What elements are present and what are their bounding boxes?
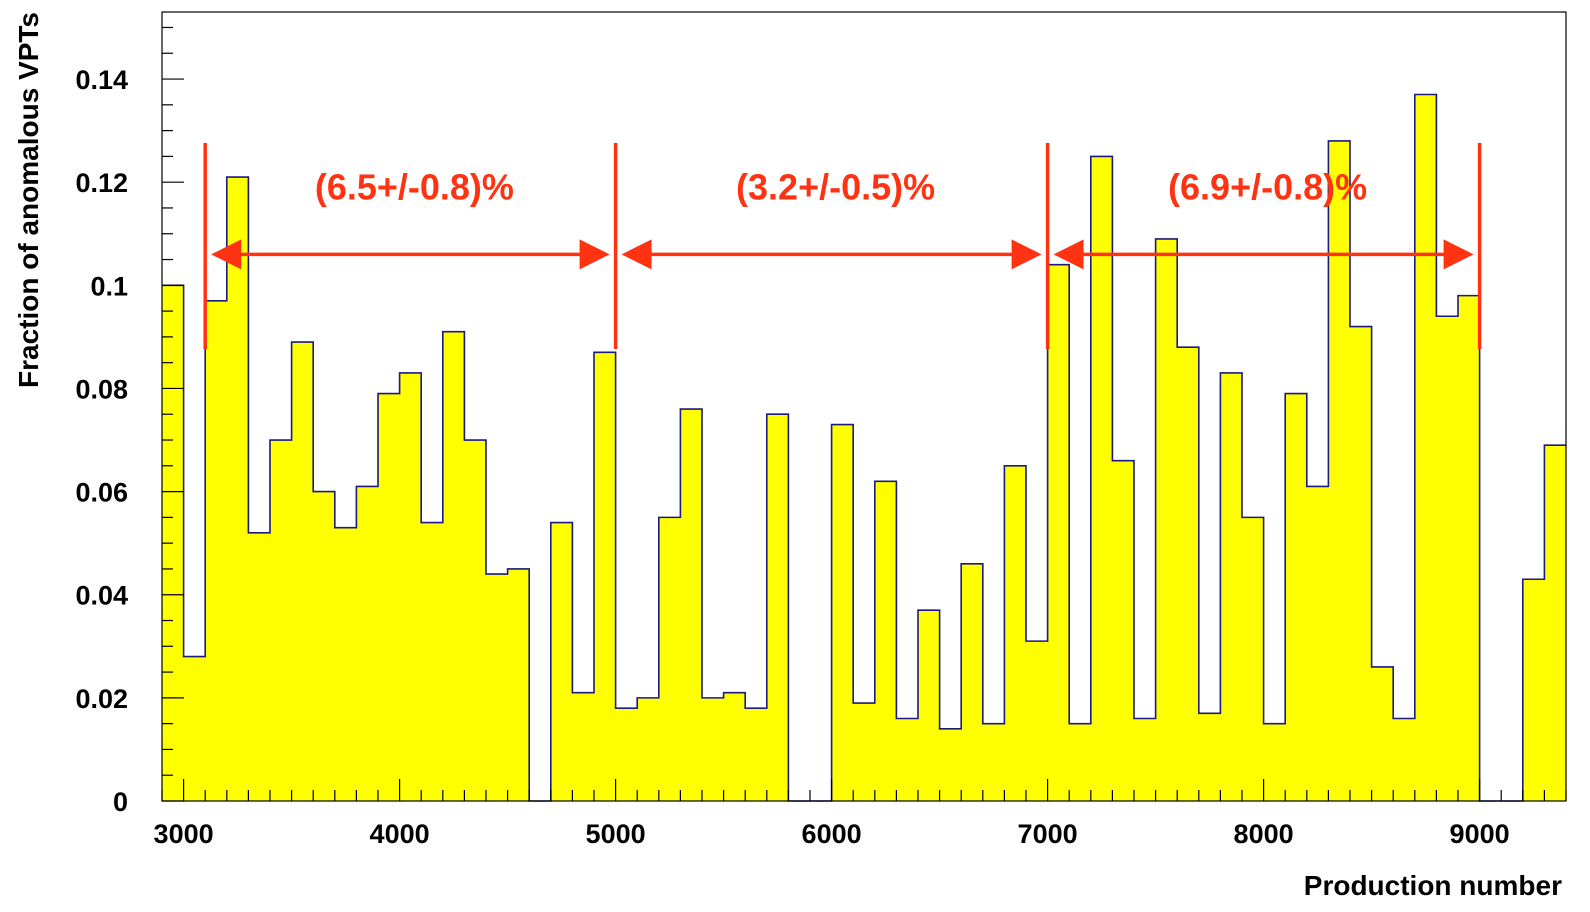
histogram-bar bbox=[658, 517, 681, 801]
y-tick-label: 0.08 bbox=[75, 374, 128, 404]
histogram-bar bbox=[1328, 140, 1351, 801]
histogram-bar bbox=[270, 440, 293, 801]
y-axis: 0 0.02 0.04 0.06 0.08 0.1 0.12 0.14 bbox=[75, 26, 184, 817]
histogram-bar bbox=[1522, 579, 1545, 801]
histogram-bar bbox=[507, 568, 530, 801]
histogram-bar bbox=[615, 708, 638, 801]
annotation-layer: (6.5+/-0.8)% (3.2+/-0.5)% (6.9+/-0.8)% bbox=[203, 143, 1482, 349]
histogram-bar bbox=[874, 481, 897, 801]
histogram-bar bbox=[939, 728, 962, 801]
range-arrow bbox=[621, 239, 1042, 270]
plot-frame bbox=[161, 11, 1567, 802]
y-tick-label: 0.12 bbox=[75, 168, 128, 198]
histogram-bar bbox=[637, 697, 660, 801]
bars-layer bbox=[162, 94, 1567, 802]
x-axis: 3000 4000 5000 6000 7000 8000 9000 bbox=[154, 779, 1567, 849]
histogram-bar bbox=[1004, 465, 1027, 801]
histogram-bar bbox=[745, 708, 768, 801]
histogram-bar bbox=[831, 424, 854, 801]
histogram-bar bbox=[356, 486, 379, 801]
histogram-bar bbox=[1306, 486, 1329, 801]
histogram-bar bbox=[1177, 347, 1200, 801]
histogram-bar bbox=[1263, 723, 1286, 801]
range-percentage-label: (3.2+/-0.5)% bbox=[736, 166, 935, 207]
histogram-bar bbox=[1285, 393, 1308, 801]
x-tick-label: 4000 bbox=[370, 819, 430, 849]
histogram-bar bbox=[1436, 316, 1459, 801]
histogram-bar bbox=[486, 574, 509, 801]
histogram-bar bbox=[1458, 295, 1481, 801]
histogram-bar bbox=[1414, 94, 1437, 801]
histogram-bar bbox=[313, 491, 336, 801]
x-tick-label: 8000 bbox=[1234, 819, 1294, 849]
x-tick-label: 7000 bbox=[1018, 819, 1078, 849]
histogram-bar bbox=[1393, 718, 1416, 801]
histogram-bar bbox=[594, 352, 617, 801]
histogram-bar bbox=[442, 331, 465, 801]
histogram-bar bbox=[1026, 641, 1049, 801]
histogram-bar bbox=[982, 723, 1005, 801]
histogram-bar bbox=[572, 692, 595, 801]
range-percentage-label: (6.9+/-0.8)% bbox=[1168, 166, 1367, 207]
histogram-bar bbox=[226, 177, 249, 802]
y-tick-label: 0.04 bbox=[75, 581, 128, 611]
histogram-bar bbox=[896, 718, 919, 801]
histogram-bar bbox=[421, 522, 444, 801]
histogram-bar bbox=[1069, 723, 1092, 801]
histogram-bar bbox=[680, 409, 703, 801]
histogram-bar bbox=[399, 372, 422, 801]
histogram-bar bbox=[1242, 517, 1265, 801]
y-tick-label: 0.02 bbox=[75, 684, 128, 714]
histogram-bar bbox=[766, 414, 789, 801]
x-tick-label: 6000 bbox=[802, 819, 862, 849]
histogram-bar bbox=[1220, 372, 1243, 801]
histogram-bar bbox=[1371, 666, 1394, 801]
histogram-bar bbox=[1047, 264, 1070, 801]
x-tick-label: 9000 bbox=[1450, 819, 1510, 849]
histogram-bar bbox=[1544, 445, 1567, 801]
x-tick-label: 5000 bbox=[586, 819, 646, 849]
y-tick-label: 0.14 bbox=[75, 65, 128, 95]
x-tick-label: 3000 bbox=[154, 819, 214, 849]
histogram-bar bbox=[918, 610, 941, 801]
histogram-bar bbox=[205, 300, 228, 801]
y-axis-title: Fraction of anomalous VPTs bbox=[13, 12, 44, 388]
histogram-bar bbox=[334, 527, 357, 801]
histogram-bar bbox=[291, 342, 314, 801]
histogram-bar bbox=[248, 532, 271, 801]
histogram-bar bbox=[1112, 460, 1135, 801]
histogram-bar bbox=[1350, 326, 1373, 801]
y-tick-label: 0 bbox=[113, 787, 128, 817]
histogram-bar bbox=[1198, 713, 1221, 801]
y-tick-label: 0.1 bbox=[90, 271, 128, 301]
histogram-bar bbox=[464, 440, 487, 801]
histogram-bar bbox=[1155, 238, 1178, 801]
range-arrow bbox=[211, 239, 610, 270]
histogram-bar bbox=[1090, 156, 1113, 801]
x-axis-title: Production number bbox=[1304, 870, 1562, 901]
histogram-outline bbox=[162, 93, 1566, 802]
histogram-bar bbox=[378, 393, 401, 801]
histogram-bar bbox=[723, 692, 746, 801]
histogram-bar bbox=[702, 697, 725, 801]
range-arrow bbox=[1053, 239, 1474, 270]
y-tick-label: 0.06 bbox=[75, 478, 128, 508]
histogram-bar bbox=[961, 563, 984, 801]
range-percentage-label: (6.5+/-0.8)% bbox=[315, 166, 514, 207]
histogram-bar bbox=[1134, 718, 1157, 801]
histogram-bar bbox=[853, 703, 876, 801]
histogram-bar bbox=[550, 522, 573, 801]
histogram-bar bbox=[183, 656, 206, 801]
